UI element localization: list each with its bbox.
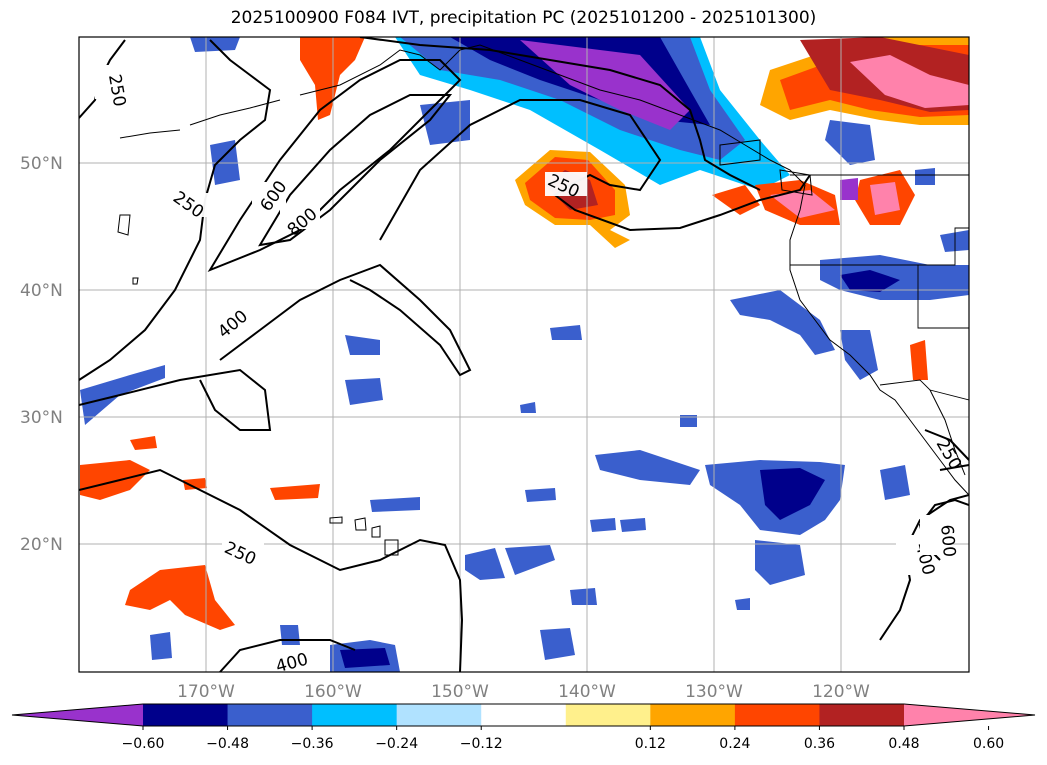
colorbar-extend-low <box>12 704 143 726</box>
lat-label: 20°N <box>20 535 63 555</box>
lat-label: 40°N <box>20 281 63 301</box>
colorbar-tick-label: 0.48 <box>888 736 919 752</box>
lon-label: 170°W <box>177 682 235 702</box>
lon-label: 130°W <box>685 682 743 702</box>
map-gridlines <box>79 37 969 672</box>
coastlines <box>117 44 969 556</box>
colorbar-segment <box>565 704 651 726</box>
colorbar: −0.60 −0.48 −0.36 −0.24 −0.12 0.12 0.24 0.36 0.4… <box>11 703 1036 752</box>
colorbar-segment <box>143 704 229 726</box>
map-frame <box>78 36 970 673</box>
contour-label: 600 <box>936 524 959 558</box>
negative-precip-scattered <box>80 120 969 672</box>
negative-precip-region-north <box>190 37 790 190</box>
colorbar-segment <box>312 704 398 726</box>
colorbar-segment <box>396 704 482 726</box>
colorbar-tick-label: −0.12 <box>460 736 503 752</box>
colorbar-segment <box>734 704 820 726</box>
ivt-contours <box>79 37 969 672</box>
lon-label: 150°W <box>431 682 489 702</box>
lat-label: 50°N <box>20 154 63 174</box>
colorbar-segment <box>650 704 736 726</box>
colorbar-segment <box>481 704 567 726</box>
longitude-labels: 170°W 160°W 150°W 140°W 130°W 120°W <box>177 682 870 702</box>
lon-label: 140°W <box>558 682 616 702</box>
latitude-labels: 50°N 40°N 30°N 20°N <box>20 154 63 555</box>
map-panel: 250 250 600 800 250 400 250 400 400 600 … <box>79 37 969 677</box>
state-borders <box>790 174 969 401</box>
colorbar-tick-label: 0.60 <box>973 736 1004 752</box>
map-title: 2025100900 F084 IVT, precipitation PC (2… <box>230 8 817 28</box>
colorbar-tick-label: 0.36 <box>804 736 835 752</box>
positive-precip-regions <box>80 37 969 630</box>
colorbar-segment <box>227 704 313 726</box>
colorbar-segment <box>819 704 905 726</box>
colorbar-tick-label: 0.12 <box>635 736 666 752</box>
lat-label: 30°N <box>20 408 63 428</box>
colorbar-tick-label: −0.24 <box>375 736 418 752</box>
colorbar-extend-high <box>904 704 1035 726</box>
colorbar-tick-label: 0.24 <box>719 736 750 752</box>
colorbar-tick-label: −0.48 <box>206 736 249 752</box>
colorbar-tick-label: −0.60 <box>122 736 165 752</box>
contour-label: 400 <box>274 649 311 677</box>
lon-label: 160°W <box>304 682 362 702</box>
colorbar-tick-label: −0.36 <box>291 736 334 752</box>
lon-label: 120°W <box>812 682 870 702</box>
